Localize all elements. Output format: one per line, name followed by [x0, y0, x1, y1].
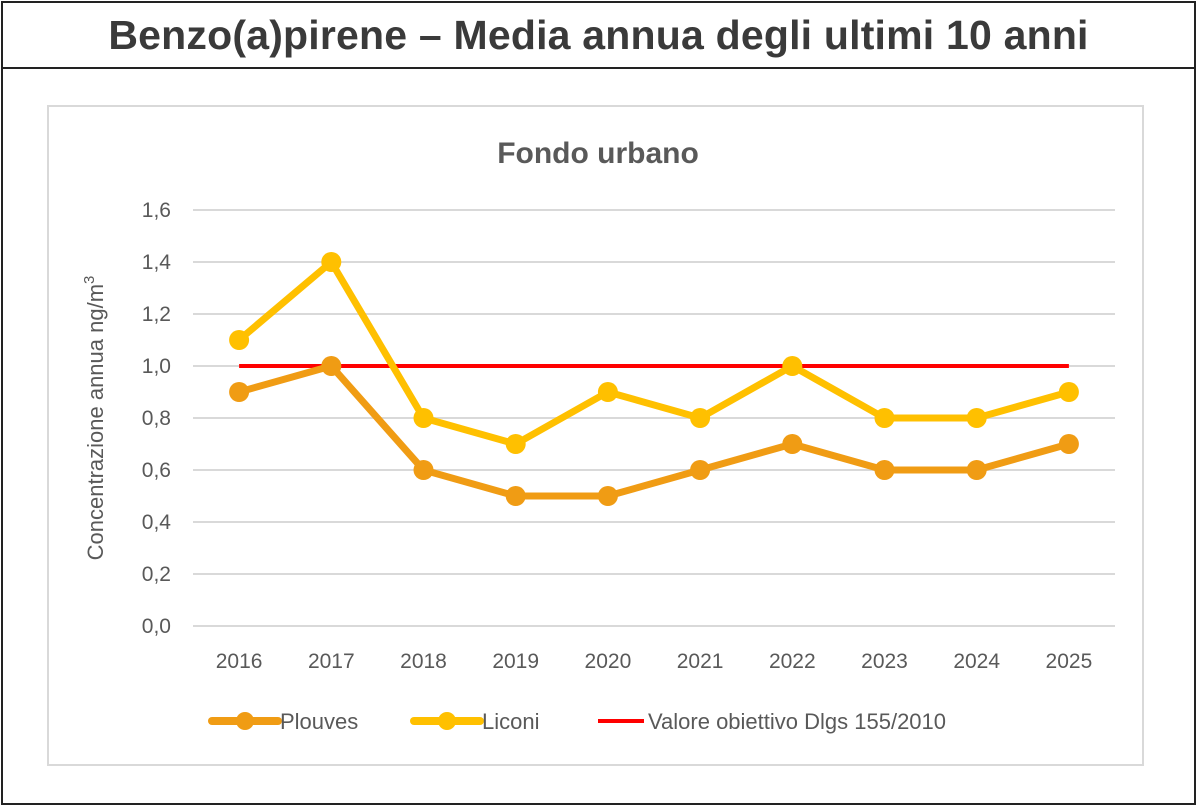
- x-tick-label: 2023: [861, 650, 908, 673]
- data-point-liconi: [413, 408, 434, 428]
- data-point-liconi: [321, 252, 342, 272]
- legend-item: Plouves: [208, 709, 358, 734]
- data-point-liconi: [1058, 382, 1079, 402]
- y-tick-label: 1,2: [142, 303, 171, 326]
- x-tick-label: 2020: [585, 650, 632, 673]
- x-tick-label: 2021: [677, 650, 724, 673]
- legend-item: Valore obiettivo Dlgs 155/2010: [598, 709, 946, 734]
- data-point-liconi: [966, 408, 987, 428]
- data-point-plouves: [874, 460, 895, 480]
- legend-label: Liconi: [482, 709, 539, 734]
- x-tick-label: 2016: [216, 650, 263, 673]
- series-line-plouves: [238, 362, 1070, 500]
- y-tick-label: 1,4: [142, 251, 172, 274]
- y-axis-label-superscript: 3: [81, 276, 98, 284]
- x-tick-label: 2025: [1046, 650, 1093, 673]
- chart-title: Fondo urbano: [497, 137, 699, 170]
- data-point-liconi: [690, 408, 711, 428]
- data-point-plouves: [505, 486, 526, 506]
- data-point-plouves: [229, 382, 250, 402]
- y-tick-label: 1,6: [142, 199, 171, 222]
- page-title: Benzo(a)pirene – Media annua degli ultim…: [108, 11, 1089, 58]
- x-tick-label: 2022: [769, 650, 816, 673]
- y-tick-label: 1,0: [142, 355, 171, 378]
- x-tick-label: 2017: [308, 650, 355, 673]
- data-point-plouves: [782, 434, 803, 454]
- data-point-liconi: [229, 330, 250, 350]
- data-point-plouves: [597, 486, 618, 506]
- y-axis-label: Concentrazione annua ng/m3: [81, 276, 108, 561]
- y-tick-label: 0,6: [142, 459, 171, 482]
- data-point-plouves: [321, 356, 342, 376]
- x-tick-label: 2024: [953, 650, 1000, 673]
- data-point-plouves: [1058, 434, 1079, 454]
- legend-marker: [438, 712, 456, 730]
- chart-area: [47, 105, 1144, 766]
- data-point-plouves: [966, 460, 987, 480]
- y-tick-label: 0,8: [142, 407, 171, 430]
- y-tick-label: 0,2: [142, 563, 171, 586]
- legend-label: Valore obiettivo Dlgs 155/2010: [648, 709, 946, 734]
- data-point-plouves: [690, 460, 711, 480]
- header: Benzo(a)pirene – Media annua degli ultim…: [3, 3, 1194, 69]
- y-axis-label-text: Concentrazione annua ng/m: [83, 284, 108, 560]
- legend-marker: [236, 712, 254, 730]
- legend-item: Liconi: [410, 709, 539, 734]
- data-point-plouves: [413, 460, 434, 480]
- data-point-liconi: [782, 356, 803, 376]
- data-point-liconi: [505, 434, 526, 454]
- x-tick-label: 2019: [492, 650, 539, 673]
- x-tick-label: 2018: [400, 650, 447, 673]
- legend-label: Plouves: [280, 709, 358, 734]
- data-point-liconi: [874, 408, 895, 428]
- y-tick-label: 0,4: [142, 511, 172, 534]
- data-point-liconi: [597, 382, 618, 402]
- y-tick-label: 0,0: [142, 615, 171, 638]
- series-line-liconi: [236, 258, 1070, 448]
